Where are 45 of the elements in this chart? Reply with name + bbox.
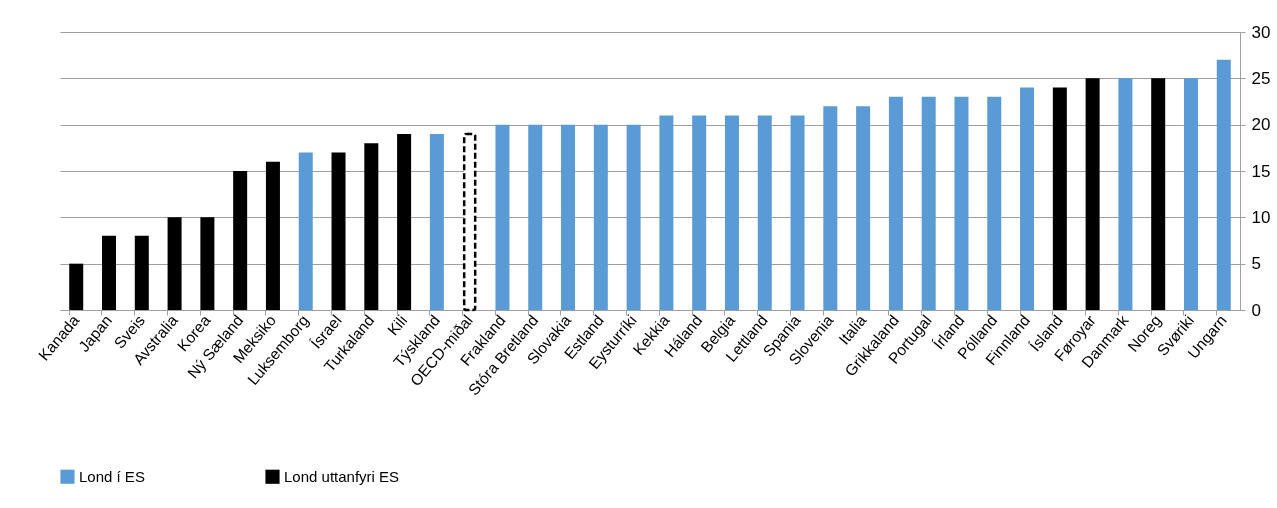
bar <box>134 235 149 310</box>
bar <box>200 217 215 310</box>
y-tick-label: 15 <box>1251 161 1271 181</box>
bar <box>1183 78 1198 310</box>
bar <box>528 124 543 310</box>
bar <box>1020 87 1035 310</box>
legend-label: Lond í ES <box>79 467 145 485</box>
y-tick-label: 30 <box>1251 22 1271 42</box>
y-tick-label: 10 <box>1251 207 1271 227</box>
bar <box>265 161 280 310</box>
bar <box>856 106 871 310</box>
bar <box>954 96 969 310</box>
bar <box>364 143 379 310</box>
bar <box>626 124 641 310</box>
bar <box>298 152 313 310</box>
y-tick-label: 5 <box>1251 254 1261 274</box>
bar <box>790 115 805 310</box>
bar <box>102 235 117 310</box>
bar <box>987 96 1002 310</box>
bar <box>724 115 739 310</box>
bar <box>593 124 608 310</box>
bar <box>233 171 248 310</box>
bar <box>659 115 674 310</box>
y-tick-label: 25 <box>1251 68 1271 88</box>
bar <box>1151 78 1166 310</box>
bar <box>397 133 412 310</box>
bar <box>1118 78 1133 310</box>
y-tick-label: 20 <box>1251 115 1271 135</box>
bar <box>561 124 576 310</box>
bar <box>1216 59 1231 310</box>
bar <box>921 96 936 310</box>
y-tick-label: 0 <box>1251 300 1261 320</box>
legend-label: Lond uttanfyri ES <box>284 467 400 485</box>
bar <box>429 133 444 310</box>
bar <box>1085 78 1100 310</box>
bar <box>495 124 510 310</box>
bar <box>167 217 182 310</box>
bar <box>757 115 772 310</box>
bar <box>462 132 477 312</box>
bar <box>1052 87 1067 310</box>
bar <box>69 263 84 310</box>
bar <box>888 96 903 310</box>
bar <box>823 106 838 310</box>
bar <box>331 152 346 310</box>
bar <box>692 115 707 310</box>
